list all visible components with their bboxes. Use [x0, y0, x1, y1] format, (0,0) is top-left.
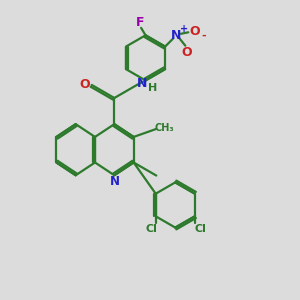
- Text: O: O: [190, 25, 200, 38]
- Text: N: N: [137, 77, 148, 90]
- Text: O: O: [182, 46, 192, 59]
- Text: +: +: [180, 24, 188, 34]
- Text: N: N: [110, 175, 120, 188]
- Text: F: F: [136, 16, 144, 29]
- Text: O: O: [80, 78, 91, 91]
- Text: Cl: Cl: [195, 224, 207, 234]
- Text: Cl: Cl: [145, 224, 157, 234]
- Text: -: -: [201, 31, 206, 41]
- Text: CH₃: CH₃: [154, 123, 174, 133]
- Text: N: N: [171, 29, 182, 42]
- Text: H: H: [148, 83, 157, 94]
